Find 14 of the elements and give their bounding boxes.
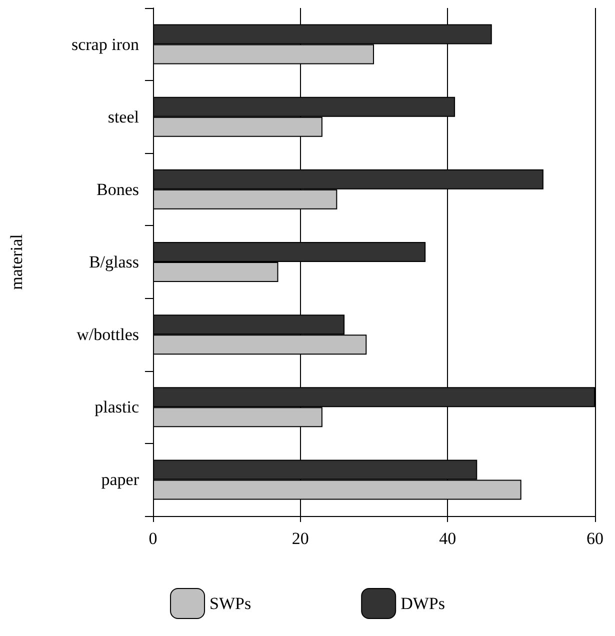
y-tick-label: steel (108, 107, 140, 126)
y-tick-label: paper (101, 470, 140, 490)
y-tick-label: plastic (94, 398, 140, 417)
y-axis-title: material (7, 234, 26, 290)
legend-label: SWPs (210, 594, 252, 613)
y-tick-label: Bones (96, 180, 139, 199)
y-tick-label: B/glass (88, 252, 139, 272)
y-tick-label: scrap iron (71, 34, 140, 54)
x-tick-label: 0 (148, 529, 158, 548)
legend-label: DWPs (400, 594, 445, 613)
x-tick-label: 20 (292, 529, 309, 548)
x-tick-label: 40 (439, 529, 456, 548)
y-tick-label: w/bottles (76, 325, 139, 344)
x-tick-label: 60 (586, 529, 604, 548)
